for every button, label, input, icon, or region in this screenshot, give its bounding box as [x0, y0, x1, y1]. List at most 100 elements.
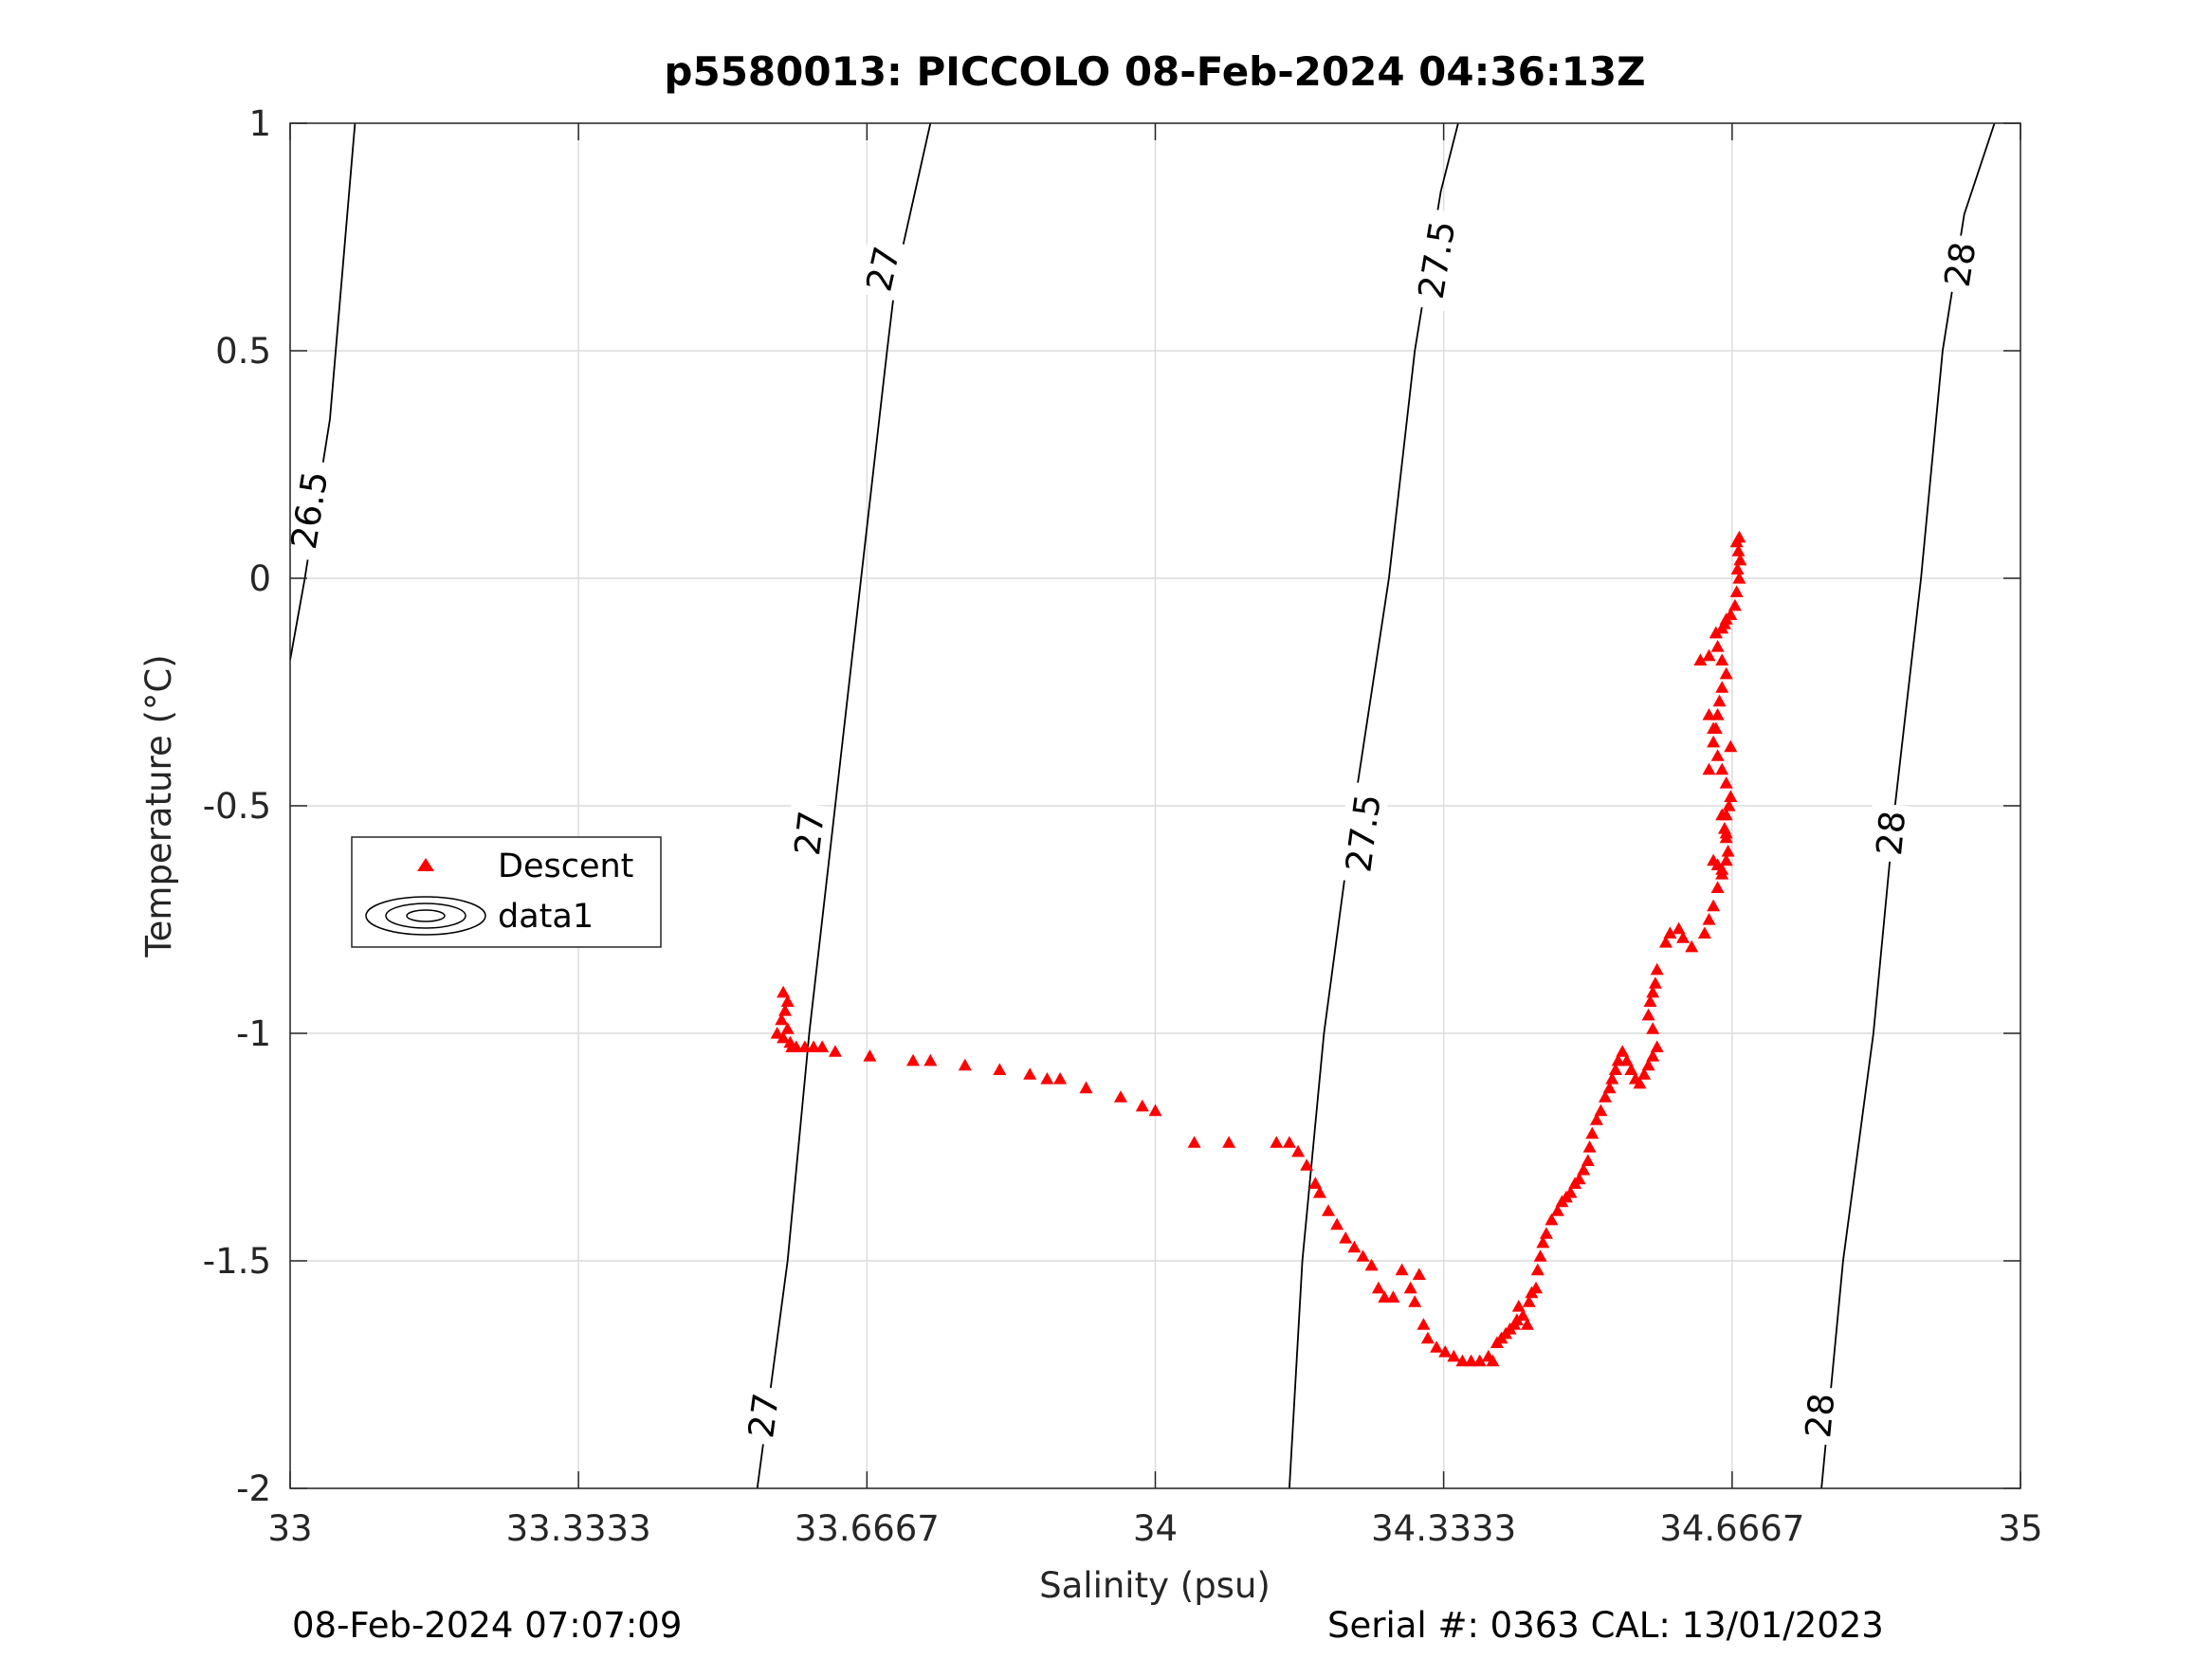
descent-point [1685, 939, 1699, 953]
contour-label: 28 [1937, 239, 1984, 289]
y-tick-label: -2 [236, 1468, 271, 1509]
descent-point [1722, 799, 1736, 811]
descent-point [1545, 1212, 1559, 1226]
descent-point [1550, 1204, 1564, 1216]
descent-point [1702, 648, 1716, 662]
descent-point [1447, 1349, 1461, 1362]
footer-timestamp: 08-Feb-2024 07:07:09 [292, 1605, 682, 1646]
descent-point [1270, 1136, 1284, 1148]
descent-point [1643, 994, 1657, 1007]
legend-box [351, 836, 662, 948]
contour-label-group: 27 [739, 1384, 788, 1447]
tick-marks [289, 122, 2021, 1489]
descent-point [1114, 1090, 1127, 1103]
contour-label-bg [1796, 1385, 1844, 1447]
descent-point [780, 1022, 795, 1034]
descent-point [1040, 1072, 1054, 1085]
descent-point [770, 1027, 784, 1039]
descent-point [1053, 1072, 1068, 1085]
descent-point [1646, 1022, 1660, 1034]
x-tick-label: 34.6667 [1659, 1508, 1804, 1549]
descent-point [1395, 1263, 1409, 1276]
descent-point [1633, 1076, 1647, 1089]
descent-point [863, 1049, 877, 1062]
descent-point [777, 985, 791, 998]
descent-point [1347, 1240, 1362, 1253]
descent-point [1464, 1354, 1478, 1367]
contour-label: 28 [1798, 1392, 1842, 1440]
descent-point [1648, 976, 1662, 989]
descent-point [797, 1040, 812, 1052]
descent-point [807, 1040, 821, 1052]
descent-point [1585, 1126, 1600, 1139]
descent-point [1709, 626, 1723, 639]
descent-point [1386, 1290, 1400, 1303]
contour-label-group: 28 [1796, 1385, 1844, 1447]
descent-point [1702, 762, 1716, 775]
descent-point [1702, 913, 1716, 925]
descent-point [1135, 1099, 1149, 1112]
descent-point [923, 1053, 938, 1066]
x-axis-label: Salinity (psu) [1039, 1565, 1271, 1606]
descent-point [1641, 1058, 1655, 1071]
legend-descent-marker [417, 858, 434, 871]
y-tick-labels: 1 0.5 0 -0.5 -1 -1.5 -2 [203, 103, 271, 1509]
descent-point [1563, 1186, 1578, 1198]
descent-point [1148, 1103, 1162, 1117]
descent-point [1282, 1136, 1296, 1148]
descent-point [1539, 1227, 1553, 1239]
descent-point [1594, 1103, 1608, 1117]
descent-point [1724, 739, 1738, 753]
descent-point [1663, 926, 1677, 939]
descent-point [1455, 1354, 1470, 1367]
descent-point [1710, 881, 1725, 893]
descent-point [1702, 708, 1716, 720]
descent-point [1430, 1340, 1444, 1353]
descent-point [1222, 1136, 1236, 1148]
descent-point [1378, 1290, 1392, 1303]
descent-point [1624, 1063, 1638, 1075]
descent-point [777, 1030, 791, 1044]
contour-label-group: 26.5 [290, 458, 338, 562]
contour-label: 28 [1869, 809, 1913, 857]
descent-point [993, 1063, 1007, 1075]
descent-point [1697, 926, 1711, 939]
descent-point [1511, 1300, 1526, 1312]
descent-point [958, 1058, 972, 1071]
descent-point [1729, 585, 1744, 597]
contour-label-bg [1867, 802, 1914, 864]
contour-label-bg [856, 236, 910, 301]
descent-point [1710, 708, 1725, 720]
contour-label-group: 27 [856, 236, 910, 301]
contour-label-bg [785, 802, 833, 865]
descent-point [1486, 1354, 1500, 1367]
descent-point [1529, 1281, 1543, 1294]
descent-point [828, 1045, 842, 1057]
contour-label-group: 27.5 [1335, 781, 1391, 885]
descent-point [1715, 863, 1729, 875]
contour-label: 27 [740, 1391, 787, 1440]
descent-point [1731, 544, 1746, 556]
descent-point [1650, 1040, 1664, 1052]
x-tick-label: 34 [1133, 1508, 1178, 1549]
descent-point [1472, 1354, 1487, 1367]
descent-point [1672, 921, 1686, 935]
descent-point [1577, 1163, 1591, 1176]
descent-point [1707, 721, 1721, 734]
contour-label-bg [290, 458, 338, 562]
descent-point [1721, 845, 1735, 857]
descent-point [1719, 853, 1733, 866]
footer-serial-cal: Serial #: 0363 CAL: 13/01/2023 [1327, 1605, 1884, 1646]
y-tick-label: -1.5 [203, 1241, 271, 1282]
descent-point [1581, 1154, 1595, 1166]
descent-point [1403, 1281, 1417, 1294]
descent-point [1408, 1295, 1422, 1307]
descent-point [1608, 1063, 1622, 1075]
contour-label-group: 28 [1867, 802, 1914, 864]
descent-point [1572, 1172, 1586, 1185]
descent-point [1536, 1235, 1550, 1249]
descent-point [1616, 1045, 1630, 1057]
descent-point [1605, 1072, 1619, 1085]
